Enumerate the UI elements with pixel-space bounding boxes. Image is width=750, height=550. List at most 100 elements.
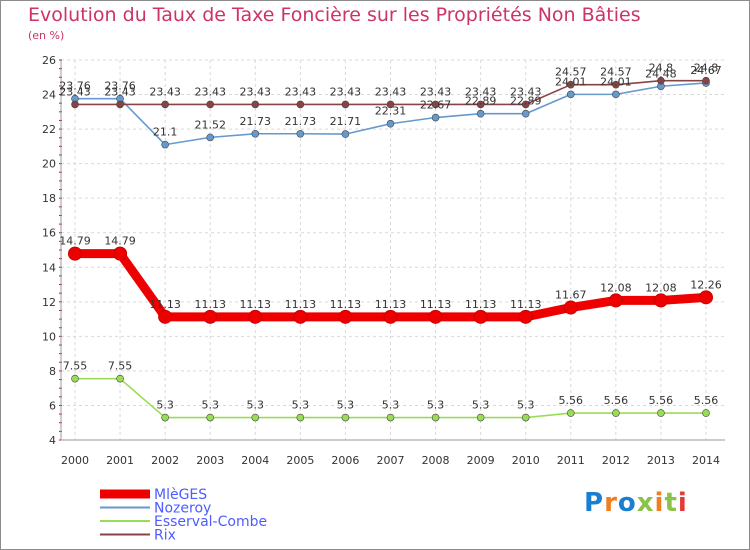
- chart-title: Evolution du Taux de Taxe Foncière sur l…: [28, 4, 641, 26]
- data-label: 24.57: [600, 66, 632, 79]
- data-point: [338, 309, 353, 324]
- legend-label: Esserval-Combe: [154, 514, 267, 530]
- data-point: [521, 413, 530, 422]
- data-point: [296, 129, 305, 138]
- data-point: [71, 374, 79, 383]
- legend-label: Nozeroy: [154, 501, 211, 517]
- data-label: 23.43: [465, 85, 497, 98]
- y-tick-label: 20: [42, 158, 56, 171]
- data-point: [161, 100, 169, 109]
- data-label: 21.52: [194, 118, 226, 131]
- x-tick-label: 2010: [512, 454, 540, 467]
- data-point: [341, 100, 350, 109]
- data-label: 24.67: [690, 64, 722, 77]
- data-point: [251, 100, 260, 109]
- data-label: 12.08: [645, 281, 677, 294]
- data-label: 11.13: [420, 298, 452, 311]
- x-tick-label: 2013: [647, 454, 675, 467]
- y-tick-label: 26: [42, 54, 56, 67]
- data-point: [386, 413, 395, 422]
- data-point: [68, 246, 82, 261]
- data-label: 12.08: [600, 281, 632, 294]
- x-tick-label: 2003: [196, 454, 224, 467]
- data-label: 11.13: [285, 298, 317, 311]
- data-label: 11.13: [194, 298, 226, 311]
- data-point: [428, 309, 443, 324]
- y-tick-label: 16: [42, 227, 56, 240]
- data-point: [702, 76, 710, 85]
- data-point: [612, 80, 620, 89]
- data-point: [206, 100, 215, 109]
- y-tick-label: 6: [49, 399, 56, 412]
- data-label: 5.3: [337, 399, 355, 412]
- x-tick-label: 2008: [422, 454, 450, 467]
- data-point: [473, 309, 488, 324]
- data-point: [248, 309, 263, 324]
- data-label: 24.57: [555, 66, 587, 79]
- data-label: 23.43: [59, 85, 91, 98]
- x-tick-label: 2011: [557, 454, 585, 467]
- data-label: 11.13: [330, 298, 362, 311]
- data-point: [476, 413, 485, 422]
- data-point: [657, 76, 665, 85]
- data-label: 5.3: [382, 399, 400, 412]
- data-label: 22.31: [375, 105, 407, 118]
- data-label: 23.43: [240, 85, 272, 98]
- logo-letter: t: [664, 488, 678, 518]
- x-tick-label: 2005: [286, 454, 314, 467]
- x-tick-label: 2009: [467, 454, 495, 467]
- data-label: 23.43: [375, 85, 407, 98]
- data-point: [608, 293, 623, 308]
- data-label: 7.55: [108, 360, 133, 373]
- data-point: [563, 300, 578, 315]
- data-label: 5.3: [427, 399, 445, 412]
- data-point: [702, 409, 710, 417]
- y-tick-label: 4: [49, 434, 56, 447]
- data-point: [251, 413, 260, 422]
- data-point: [296, 100, 305, 109]
- data-point: [161, 413, 169, 422]
- data-point: [431, 113, 440, 122]
- data-label: 11.13: [465, 298, 497, 311]
- data-label: 21.71: [330, 115, 362, 128]
- data-label: 23.43: [149, 85, 181, 98]
- data-label: 11.13: [149, 298, 181, 311]
- data-point: [521, 109, 530, 118]
- data-label: 24.8: [649, 62, 674, 75]
- logo-letter: x: [636, 488, 655, 518]
- data-label: 23.43: [330, 85, 362, 98]
- legend-label: MlèGES: [154, 487, 207, 503]
- data-label: 23.76: [104, 80, 136, 93]
- y-tick-label: 10: [42, 330, 56, 343]
- data-label: 5.56: [694, 394, 719, 407]
- y-tick-label: 14: [42, 261, 56, 274]
- data-label: 23.43: [510, 85, 542, 98]
- data-label: 7.55: [63, 360, 88, 373]
- data-label: 23.76: [59, 80, 91, 93]
- data-point: [386, 100, 395, 109]
- logo-letter: r: [604, 488, 618, 518]
- data-point: [612, 90, 620, 99]
- data-point: [206, 413, 215, 422]
- y-tick-label: 22: [42, 123, 56, 136]
- data-label: 23.43: [285, 85, 317, 98]
- data-point: [293, 309, 308, 324]
- data-label: 23.43: [420, 85, 452, 98]
- data-label: 5.56: [649, 394, 674, 407]
- data-point: [518, 309, 533, 324]
- data-point: [431, 100, 440, 109]
- data-point: [699, 290, 713, 305]
- x-tick-label: 2002: [151, 454, 179, 467]
- data-label: 22.89: [465, 95, 497, 108]
- data-label: 23.43: [194, 85, 226, 98]
- data-label: 11.13: [240, 298, 272, 311]
- data-label: 5.3: [156, 399, 174, 412]
- data-point: [158, 309, 173, 324]
- data-point: [161, 140, 169, 149]
- x-tick-label: 2007: [377, 454, 405, 467]
- data-label: 5.3: [292, 399, 310, 412]
- chart-unit-label: (en %): [28, 29, 65, 42]
- data-point: [71, 100, 79, 109]
- y-tick-label: 24: [42, 89, 56, 102]
